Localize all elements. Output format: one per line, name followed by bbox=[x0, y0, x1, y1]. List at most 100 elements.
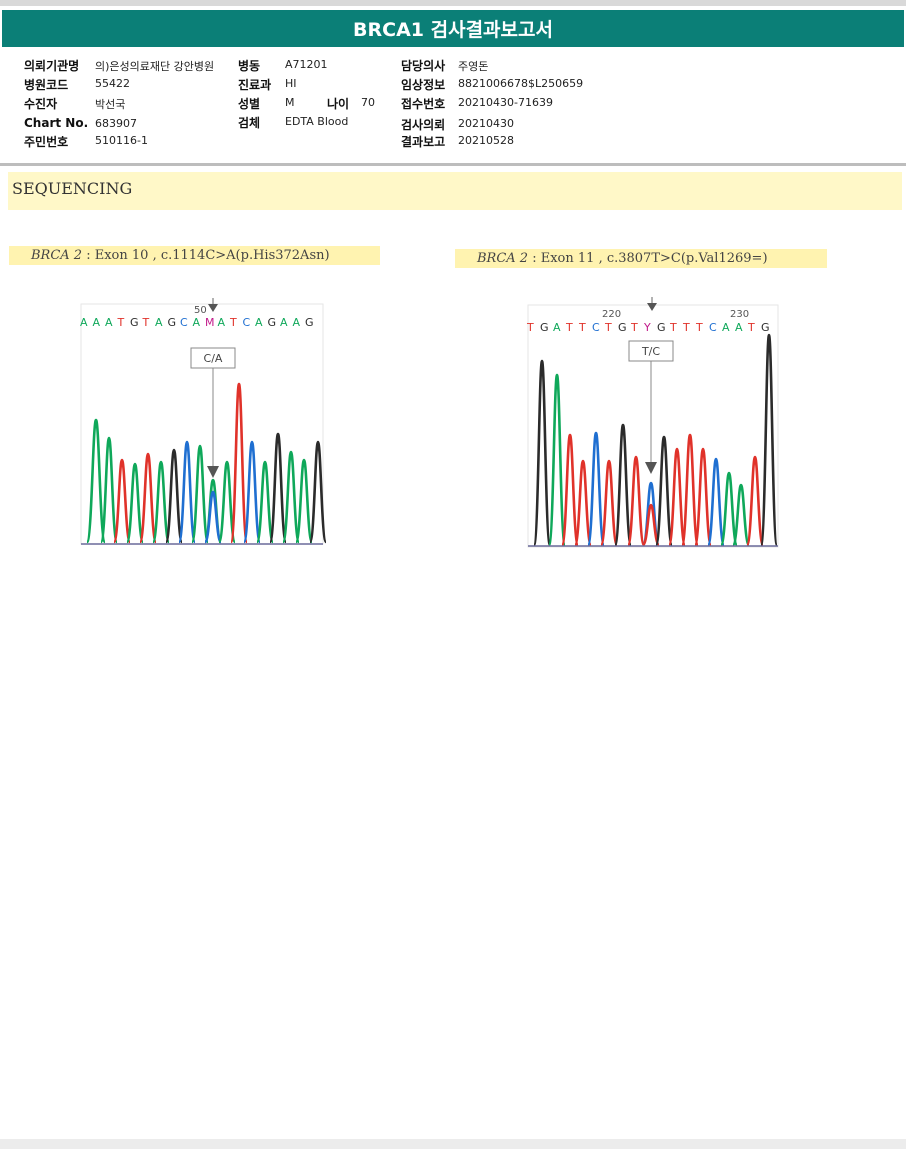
position-arrow-head-2 bbox=[647, 303, 657, 311]
trace-peak bbox=[255, 460, 275, 544]
institution-label: 의뢰기관명 bbox=[24, 59, 80, 73]
age-label: 나이 bbox=[327, 97, 350, 111]
base-call-letter: A bbox=[193, 316, 201, 329]
variant-description-1: : Exon 10 , c.1114C>A(p.His372Asn) bbox=[82, 248, 330, 263]
call-pointer-arrow-2 bbox=[645, 462, 657, 474]
base-call-letter: T bbox=[747, 321, 755, 334]
base-call-letter: Y bbox=[643, 321, 651, 334]
base-call-letter: T bbox=[682, 321, 690, 334]
base-call-letter: G bbox=[540, 321, 549, 334]
base-call-letter: A bbox=[735, 321, 743, 334]
institution-value: 의)은성의료재단 강안병원 bbox=[95, 60, 215, 73]
base-call-letter: G bbox=[268, 316, 277, 329]
position-label-50: 50 bbox=[194, 305, 207, 316]
base-call-letter: T bbox=[565, 321, 573, 334]
sequencing-title: SEQUENCING bbox=[12, 179, 133, 198]
variant-gene-2: BRCA 2 bbox=[477, 251, 529, 266]
base-call-letter: G bbox=[657, 321, 666, 334]
request-date-label: 검사의뢰 bbox=[401, 118, 446, 132]
base-call-letter: T bbox=[229, 316, 237, 329]
base-call-letter: T bbox=[142, 316, 150, 329]
age-value: 70 bbox=[361, 96, 375, 109]
request-date-value: 20210430 bbox=[458, 117, 514, 130]
trace-peak bbox=[613, 423, 633, 547]
call-label-2: T/C bbox=[641, 345, 660, 358]
trace-peak bbox=[532, 359, 552, 547]
trace-peak bbox=[177, 440, 197, 544]
base-call-letter: A bbox=[280, 316, 288, 329]
trace-peak bbox=[626, 455, 646, 547]
variant-description-2: : Exon 11 , c.3807T>C(p.Val1269=) bbox=[528, 251, 768, 266]
position-label-220: 220 bbox=[602, 309, 621, 320]
trace-peak bbox=[281, 450, 301, 544]
trace-peak bbox=[268, 432, 288, 544]
base-call-letter: A bbox=[105, 316, 113, 329]
hospital-code-value: 55422 bbox=[95, 77, 130, 90]
trace-peak bbox=[641, 503, 661, 547]
department-label: 진료과 bbox=[238, 78, 272, 92]
trace-peak bbox=[680, 433, 700, 547]
trace-peak bbox=[99, 436, 119, 544]
trace-peak bbox=[573, 459, 593, 547]
base-call-letter: A bbox=[218, 316, 226, 329]
base-call-letter: C bbox=[180, 316, 188, 329]
base-call-letter: T bbox=[604, 321, 612, 334]
trace-peak bbox=[547, 373, 567, 547]
trace-peak bbox=[217, 460, 237, 544]
position-label-230: 230 bbox=[730, 309, 749, 320]
trace-peak bbox=[745, 455, 765, 547]
base-call-letter: G bbox=[130, 316, 139, 329]
trace-peak bbox=[164, 448, 184, 544]
base-call-letter: A bbox=[293, 316, 301, 329]
department-value: HI bbox=[285, 77, 297, 90]
physician-value: 주영돈 bbox=[458, 60, 489, 73]
sex-label: 성별 bbox=[238, 97, 261, 111]
receipt-no-label: 접수번호 bbox=[401, 97, 446, 111]
base-call-letter: T bbox=[669, 321, 677, 334]
trace-peak bbox=[308, 440, 326, 544]
trace-peak bbox=[719, 471, 739, 547]
base-call-letter: C bbox=[592, 321, 600, 334]
patient-info-block: 의뢰기관명 의)은성의료재단 강안병원 병원코드 55422 수진자 박선국 C… bbox=[0, 50, 906, 164]
base-call-letter: M bbox=[205, 316, 215, 329]
bottom-strip bbox=[0, 1139, 906, 1149]
trace-peak bbox=[693, 447, 713, 547]
variant-caption-1: BRCA 2 : Exon 10 , c.1114C>A(p.His372Asn… bbox=[9, 246, 380, 265]
ward-value: A71201 bbox=[285, 58, 328, 71]
specimen-label: 검체 bbox=[238, 116, 261, 130]
trace-peak bbox=[151, 460, 171, 544]
report-date-label: 결과보고 bbox=[401, 135, 446, 149]
trace-peak bbox=[125, 462, 145, 544]
base-call-letter: G bbox=[618, 321, 627, 334]
base-call-letter: A bbox=[722, 321, 730, 334]
trace-peak bbox=[599, 459, 619, 547]
base-call-letter: G bbox=[305, 316, 314, 329]
sex-value: M bbox=[285, 96, 295, 109]
trace-peak bbox=[229, 382, 249, 544]
base-call-letter: T bbox=[117, 316, 125, 329]
base-call-letter: A bbox=[155, 316, 163, 329]
base-call-letter: G bbox=[168, 316, 177, 329]
variant-gene-1: BRCA 2 bbox=[31, 248, 83, 263]
trace-peak bbox=[242, 440, 262, 544]
hospital-code-label: 병원코드 bbox=[24, 78, 69, 92]
chart-no-value: 683907 bbox=[95, 117, 137, 130]
trace-peak bbox=[138, 452, 158, 544]
variant-caption-2: BRCA 2 : Exon 11 , c.3807T>C(p.Val1269=) bbox=[455, 249, 827, 268]
trace-peak bbox=[190, 444, 210, 544]
position-arrow-head-1 bbox=[208, 304, 218, 312]
report-date-value: 20210528 bbox=[458, 134, 514, 147]
trace-peak bbox=[294, 458, 314, 544]
info-divider bbox=[0, 163, 906, 166]
report-title: BRCA1 검사결과보고서 bbox=[2, 10, 904, 47]
resident-no-value: 510116-1 bbox=[95, 134, 148, 147]
trace-peak bbox=[586, 431, 606, 547]
base-call-letter: C bbox=[709, 321, 717, 334]
trace-peak bbox=[85, 418, 107, 544]
base-call-letter: T bbox=[526, 321, 534, 334]
base-call-letter: T bbox=[695, 321, 703, 334]
trace-peak bbox=[731, 483, 751, 547]
specimen-value: EDTA Blood bbox=[285, 115, 349, 128]
